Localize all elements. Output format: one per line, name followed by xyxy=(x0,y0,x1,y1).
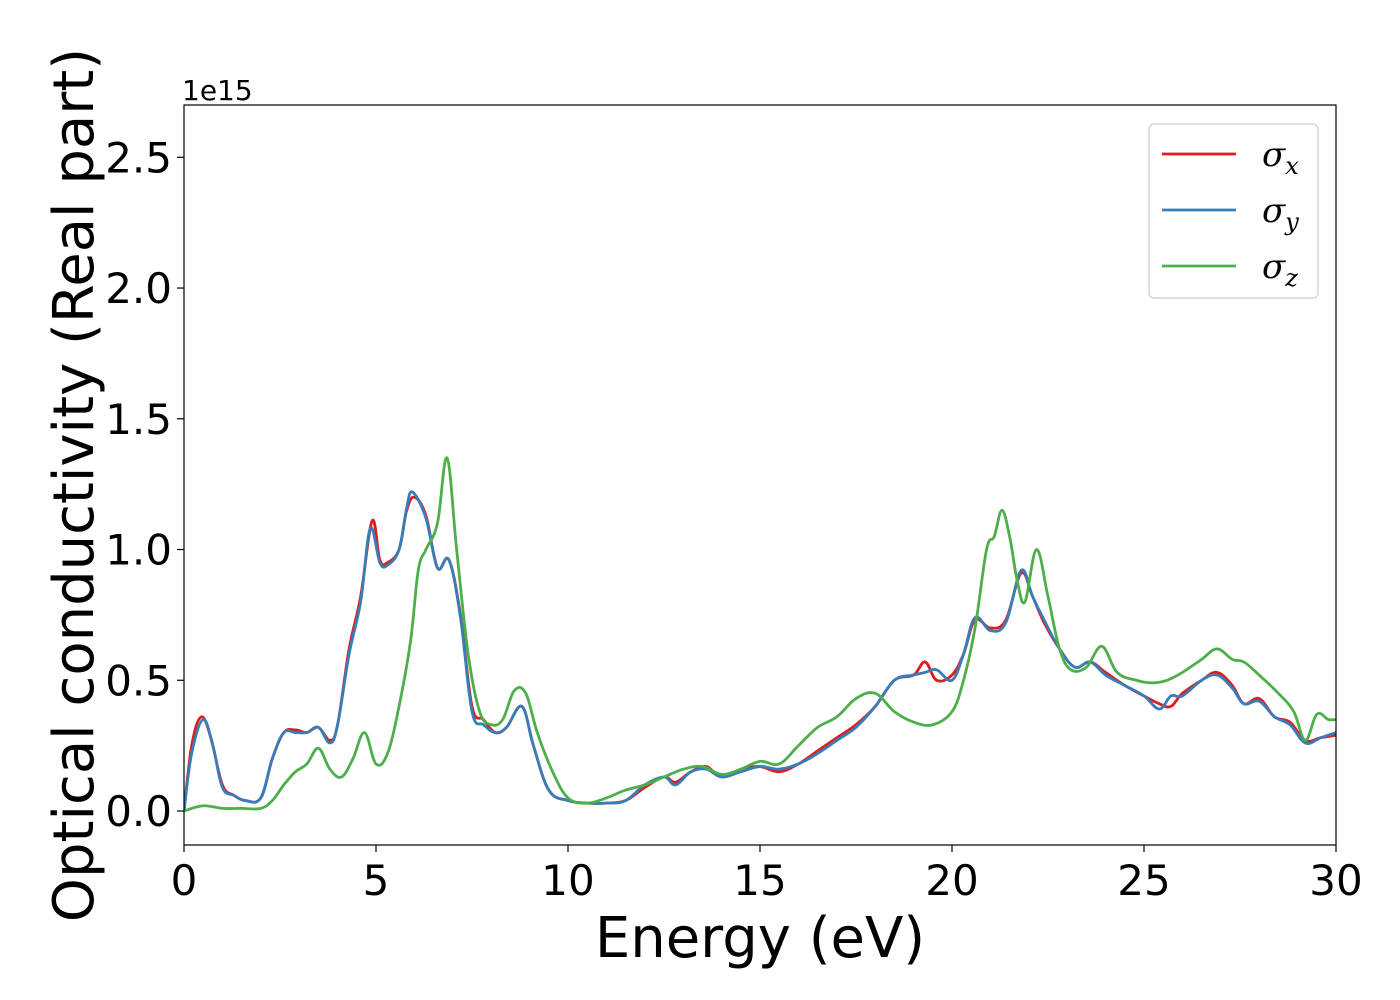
x-tick-label: 5 xyxy=(363,856,390,905)
y-tick-label: 2.0 xyxy=(105,264,172,313)
x-axis-label: Energy (eV) xyxy=(595,906,925,971)
y-tick-label: 0.0 xyxy=(105,787,172,836)
x-axis: 0 5 10 15 20 25 30 xyxy=(171,845,1363,905)
y-tick-label: 1.5 xyxy=(105,395,172,444)
legend: σx σy σz xyxy=(1148,123,1319,299)
x-tick-label: 30 xyxy=(1309,856,1362,905)
x-tick-label: 10 xyxy=(541,856,594,905)
series-line-y xyxy=(184,490,1336,812)
y-offset-label: 1e15 xyxy=(182,74,253,107)
x-tick-label: 0 xyxy=(171,856,198,905)
series-line-z xyxy=(184,456,1336,813)
series-layer xyxy=(184,456,1336,813)
x-tick-label: 15 xyxy=(733,856,786,905)
y-tick-label: 1.0 xyxy=(105,526,172,575)
x-tick-label: 20 xyxy=(925,856,978,905)
legend-label-z: σz xyxy=(1262,247,1298,292)
y-tick-label: 2.5 xyxy=(105,133,172,182)
legend-label-x: σx xyxy=(1262,135,1299,180)
y-axis-label: Optical conductivity (Real part) xyxy=(42,48,107,922)
y-axis: 0.0 0.5 1.0 1.5 2.0 2.5 xyxy=(105,133,184,836)
y-tick-label: 0.5 xyxy=(105,656,172,705)
legend-label-y: σy xyxy=(1262,191,1299,236)
x-tick-label: 25 xyxy=(1117,856,1170,905)
